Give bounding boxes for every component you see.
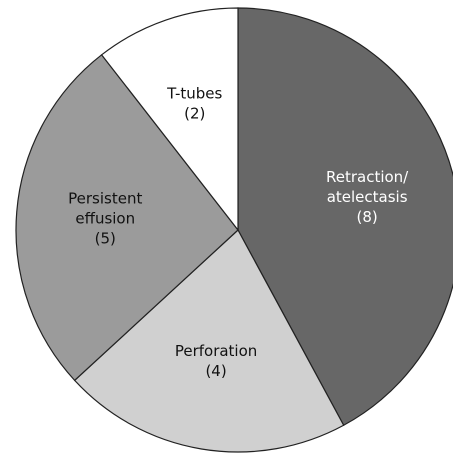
value-label: (2) <box>184 105 205 123</box>
pie-slice <box>15 53 239 382</box>
pie-slice <box>73 229 345 453</box>
pie-slice <box>237 7 453 427</box>
slice-label: effusion <box>75 210 135 228</box>
value-label: (5) <box>95 230 116 248</box>
value-label: (8) <box>356 208 377 226</box>
slice-label: Persistent <box>68 190 142 208</box>
slice-label: T-tubes <box>166 85 222 103</box>
slice-label: Perforation <box>175 342 257 360</box>
slice-label: Retraction/ <box>326 168 409 186</box>
slice-label: atelectasis <box>327 188 408 206</box>
pie-slice <box>100 7 239 232</box>
value-label: (4) <box>205 362 226 380</box>
